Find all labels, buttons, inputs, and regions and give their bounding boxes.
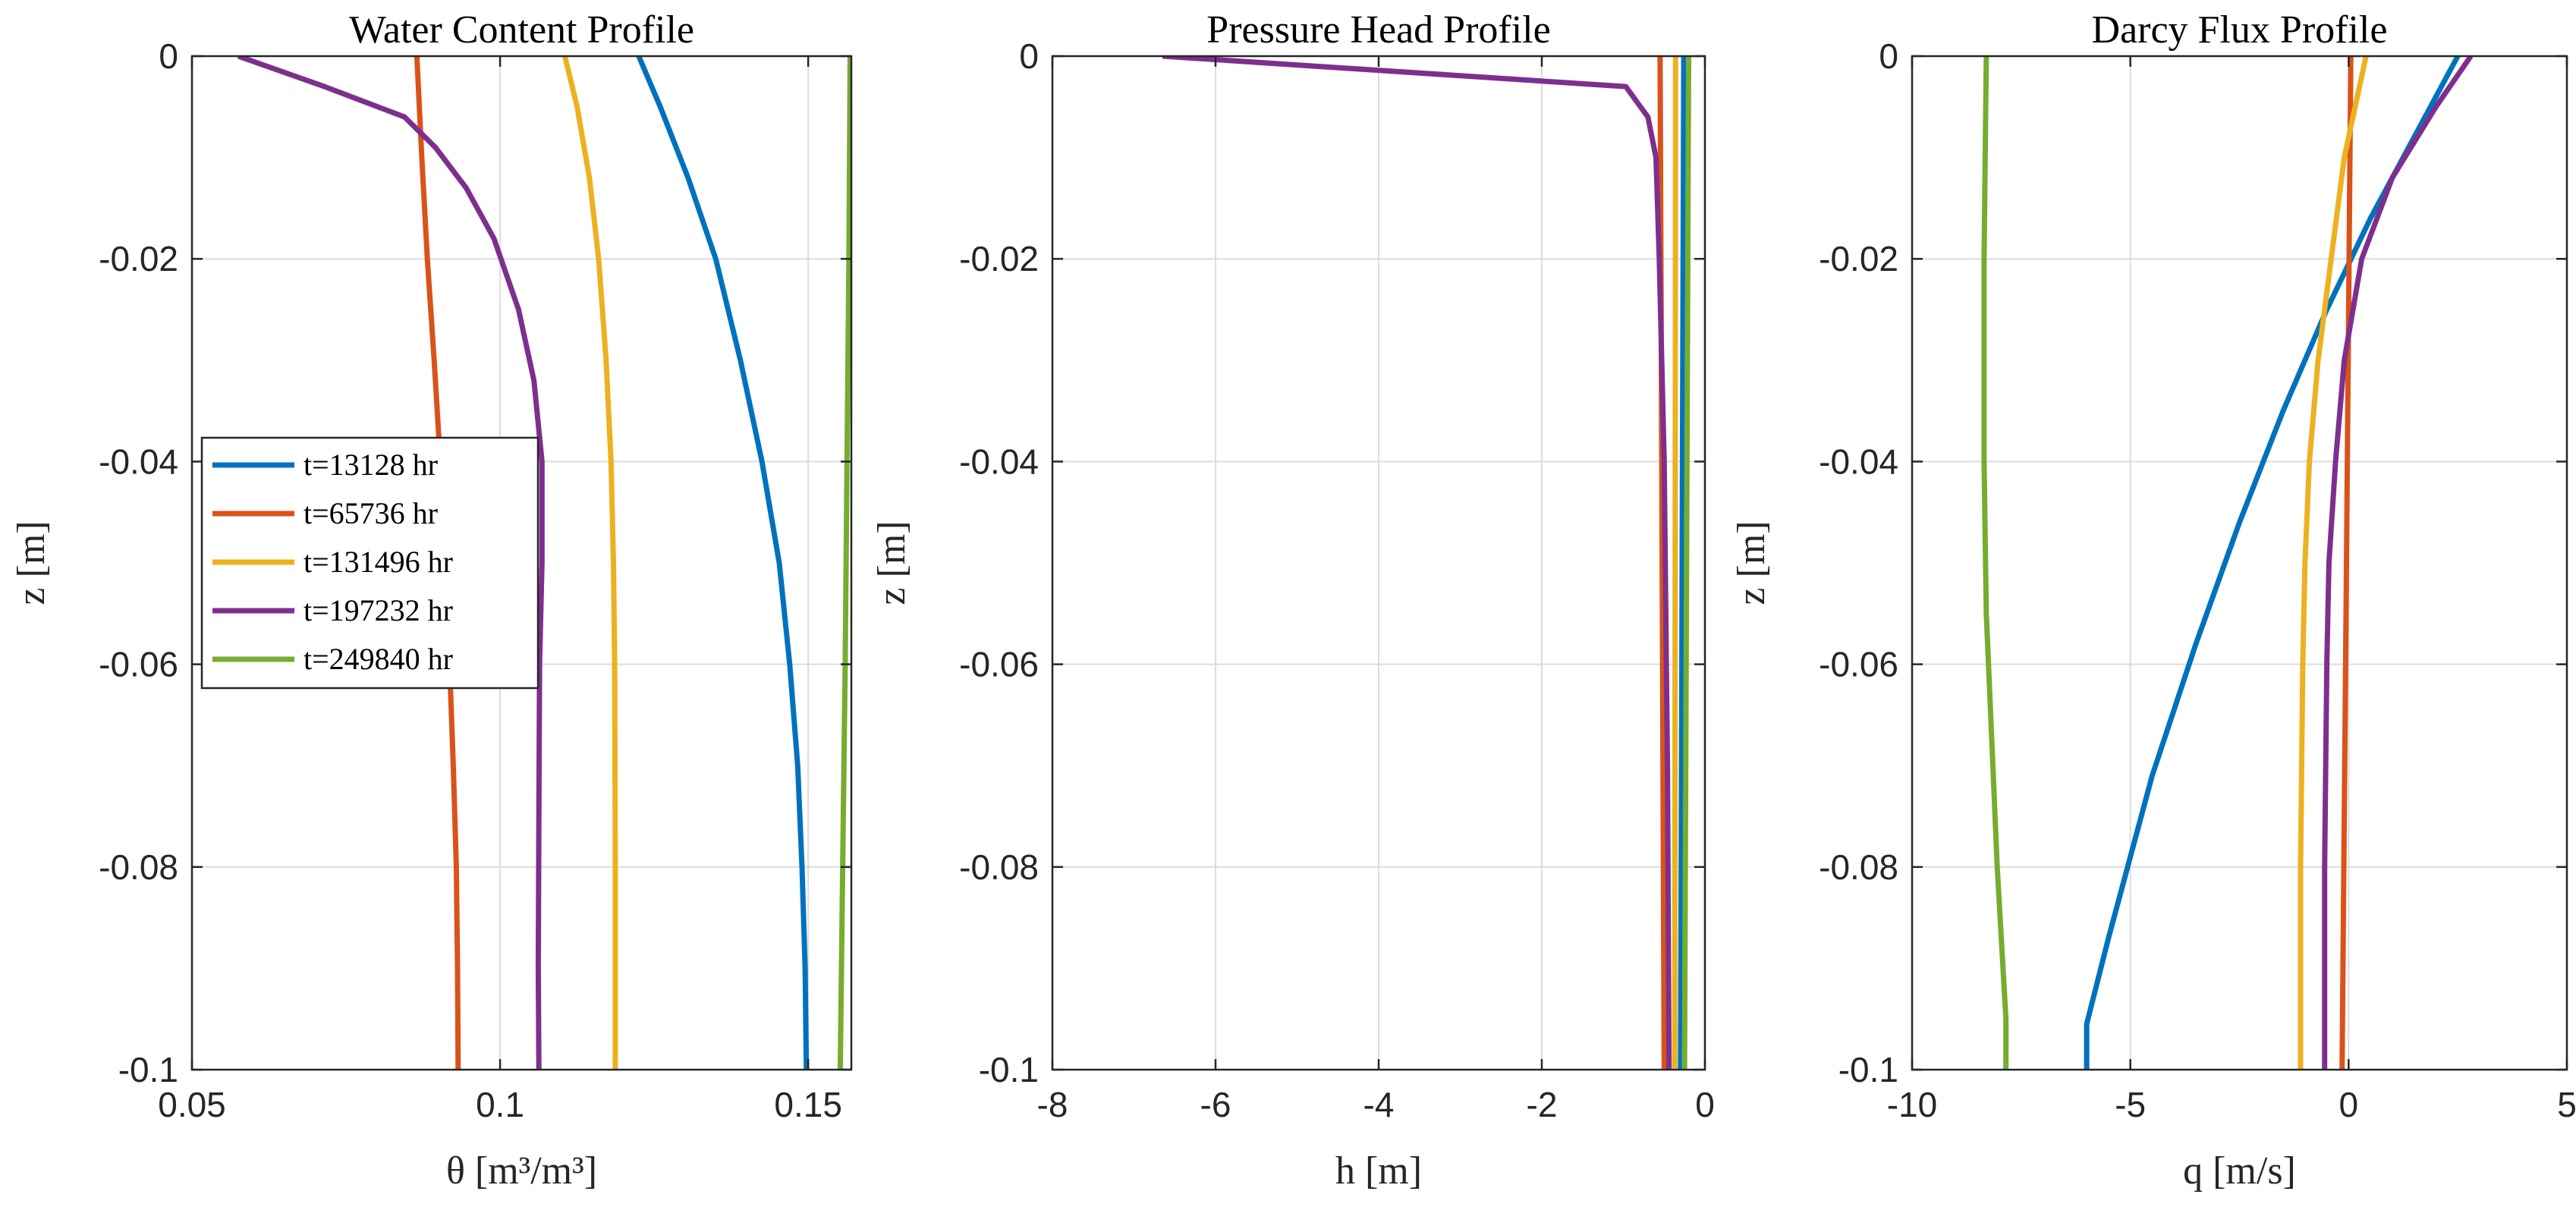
- series-group: [1981, 56, 2474, 1070]
- x-tick-label: -6: [1200, 1085, 1231, 1124]
- series-line-purple: [1162, 56, 1672, 1070]
- x-tick-label: -4: [1363, 1085, 1395, 1124]
- series-line-green: [837, 56, 851, 1070]
- series-group: [1162, 56, 1691, 1070]
- series-line-purple: [2322, 56, 2474, 1070]
- y-tick-label: -0.1: [1838, 1050, 1898, 1089]
- x-axis-label: θ [m³/m³]: [446, 1149, 597, 1193]
- legend-entry: t=65736 hr: [304, 496, 438, 530]
- y-axis-label: z [m]: [10, 520, 53, 605]
- series-group: [237, 56, 851, 1070]
- x-tick-label: -2: [1527, 1085, 1558, 1124]
- x-axis-label: h [m]: [1335, 1149, 1422, 1193]
- y-tick-label: -0.04: [959, 442, 1039, 481]
- legend-entry: t=197232 hr: [304, 593, 453, 627]
- legend: t=13128 hr t=65736 hr t=131496 hr t=197232 …: [200, 436, 539, 690]
- y-axis-label: z [m]: [1730, 520, 1773, 605]
- series-line-blue: [2084, 56, 2461, 1070]
- axes-frame: [1911, 55, 2568, 1071]
- legend-entry: t=249840 hr: [304, 642, 453, 676]
- chart-title: Pressure Head Profile: [1206, 8, 1550, 52]
- series-line-blue: [636, 56, 810, 1070]
- series-line-yellow: [561, 56, 618, 1070]
- x-tick-label: 0.15: [774, 1085, 842, 1124]
- y-tick-label: -0.02: [959, 239, 1039, 278]
- y-tick-label: -0.02: [99, 239, 178, 278]
- series-line-green: [1681, 56, 1691, 1070]
- x-tick-label: -10: [1887, 1085, 1937, 1124]
- panel-1: 0.05 0.1 0.15 0 -0.02 -0.04 -0.06 -0.08 -0.1 Wate…: [10, 8, 853, 1193]
- x-tick-label: 5: [2557, 1085, 2576, 1124]
- y-tick-label: -0.04: [99, 442, 178, 481]
- panel-2: -8 -6 -4 -2 0 0 -0.02 -0.04 -0.06 -0.08 -0.1 Pressu…: [870, 8, 1715, 1193]
- y-tick-label: -0.06: [959, 645, 1039, 684]
- y-tick-label: -0.1: [979, 1050, 1039, 1089]
- y-tick-label: -0.04: [1819, 442, 1898, 481]
- y-tick-label: -0.08: [1819, 847, 1898, 887]
- y-tick-label: -0.1: [118, 1050, 178, 1089]
- x-tick-label: 0.1: [476, 1085, 524, 1124]
- legend-entry: t=13128 hr: [304, 448, 438, 482]
- series-line-blue: [1678, 56, 1687, 1070]
- x-axis-label: q [m/s]: [2183, 1149, 2296, 1193]
- chart-title: Darcy Flux Profile: [2092, 8, 2388, 52]
- series-line-orange: [2339, 56, 2354, 1070]
- y-tick-label: -0.02: [1819, 239, 1898, 278]
- x-tick-label: -8: [1037, 1085, 1068, 1124]
- x-tick-label: -5: [2115, 1085, 2146, 1124]
- chart-title: Water Content Profile: [349, 8, 694, 52]
- x-tick-label: 0: [1695, 1085, 1715, 1124]
- series-line-purple: [237, 56, 545, 1070]
- y-tick-label: 0: [1879, 36, 1898, 76]
- legend-entry: t=131496 hr: [304, 545, 453, 579]
- axes-frame: [190, 55, 853, 1071]
- series-line-yellow: [2298, 56, 2369, 1070]
- y-tick-label: -0.08: [959, 847, 1039, 887]
- y-tick-label: 0: [1019, 36, 1039, 76]
- y-tick-label: -0.08: [99, 847, 178, 887]
- x-tick-label: 0.05: [158, 1085, 226, 1124]
- panel-3: -10 -5 0 5 0 -0.02 -0.04 -0.06 -0.08 -0.1 Darcy Fl…: [1730, 8, 2576, 1193]
- y-axis-label: z [m]: [870, 520, 914, 605]
- y-tick-label: -0.06: [99, 645, 178, 684]
- y-tick-label: -0.06: [1819, 645, 1898, 684]
- y-tick-label: 0: [159, 36, 178, 76]
- x-tick-label: 0: [2339, 1085, 2359, 1124]
- series-line-green: [1981, 56, 2009, 1070]
